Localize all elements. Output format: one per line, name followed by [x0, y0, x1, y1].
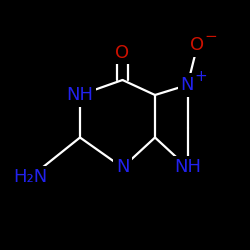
Text: N: N [116, 158, 129, 176]
Text: NH: NH [66, 86, 94, 104]
Text: H₂N: H₂N [13, 168, 47, 186]
Text: O: O [190, 36, 204, 54]
Text: −: − [205, 29, 218, 44]
Text: O: O [116, 44, 130, 62]
Text: N: N [181, 76, 194, 94]
Text: +: + [195, 69, 207, 84]
Text: NH: NH [174, 158, 201, 176]
